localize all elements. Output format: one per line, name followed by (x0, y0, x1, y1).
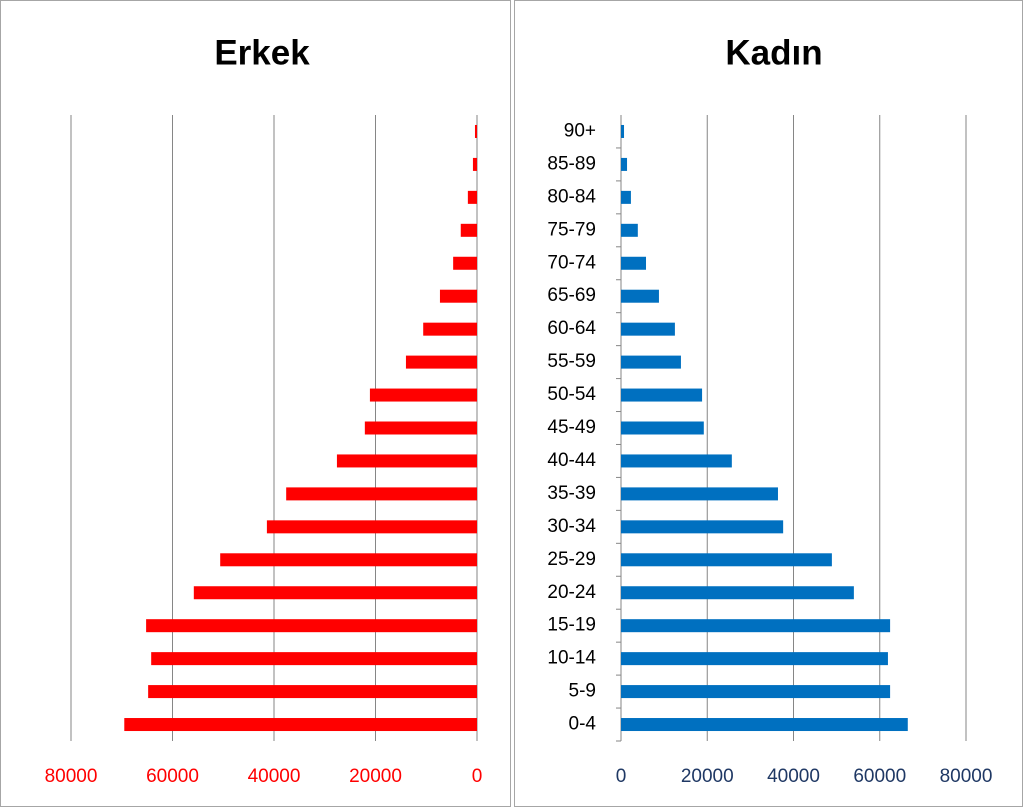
y-tick-label: 55-59 (547, 351, 596, 372)
bar (621, 553, 832, 567)
y-tick-label: 30-34 (547, 516, 596, 537)
bar (220, 553, 477, 567)
bar (472, 157, 477, 171)
y-tick-label: 75-79 (547, 219, 596, 240)
bar (621, 421, 704, 435)
bar (453, 256, 477, 270)
x-tick-label: 20000 (681, 766, 734, 787)
y-tick-label: 85-89 (547, 153, 596, 174)
bar (439, 289, 477, 303)
bar (621, 289, 659, 303)
bar (146, 619, 478, 633)
bar (621, 454, 732, 468)
x-tick-label: 0 (616, 766, 627, 787)
bar (621, 652, 888, 666)
chart-title: Erkek (214, 33, 310, 72)
bar (621, 223, 638, 237)
bar (124, 718, 477, 732)
chart-title: Kadın (725, 33, 822, 72)
bar (621, 190, 631, 204)
x-tick-label: 80000 (45, 766, 98, 787)
y-tick-label: 40-44 (547, 450, 596, 471)
y-tick-label: 90+ (564, 120, 596, 141)
x-tick-label: 80000 (940, 766, 993, 787)
y-tick-label: 15-19 (547, 615, 596, 636)
bar (151, 652, 477, 666)
y-tick-label: 5-9 (569, 681, 596, 702)
bar (621, 586, 854, 600)
y-tick-label: 35-39 (547, 483, 596, 504)
x-tick-label: 40000 (248, 766, 301, 787)
bar (621, 124, 625, 138)
y-tick-label: 60-64 (547, 318, 596, 339)
y-tick-label: 20-24 (547, 582, 596, 603)
bar (621, 355, 681, 369)
x-tick-label: 0 (472, 766, 483, 787)
y-tick-label: 25-29 (547, 549, 596, 570)
bar (364, 421, 477, 435)
x-tick-label: 60000 (146, 766, 199, 787)
x-tick-label: 60000 (853, 766, 906, 787)
bar (621, 256, 647, 270)
bar (193, 586, 477, 600)
x-tick-label: 40000 (767, 766, 820, 787)
bar (621, 322, 675, 336)
bar (621, 157, 628, 171)
bar (266, 520, 477, 534)
bar (621, 487, 778, 501)
bar (621, 685, 891, 699)
bar (467, 190, 477, 204)
y-tick-label: 65-69 (547, 285, 596, 306)
bar (369, 388, 477, 402)
y-tick-label: 80-84 (547, 186, 596, 207)
y-tick-label: 10-14 (547, 648, 596, 669)
bar (474, 124, 477, 138)
bar (336, 454, 477, 468)
bar (286, 487, 477, 501)
bar (621, 388, 703, 402)
bar (460, 223, 477, 237)
bar (621, 718, 908, 732)
bar (423, 322, 477, 336)
y-tick-label: 50-54 (547, 384, 596, 405)
bar (148, 685, 477, 699)
bar (621, 619, 891, 633)
y-tick-label: 45-49 (547, 417, 596, 438)
bar (405, 355, 477, 369)
y-tick-label: 70-74 (547, 252, 596, 273)
y-tick-label: 0-4 (569, 714, 597, 735)
bar (621, 520, 784, 534)
x-tick-label: 20000 (349, 766, 402, 787)
